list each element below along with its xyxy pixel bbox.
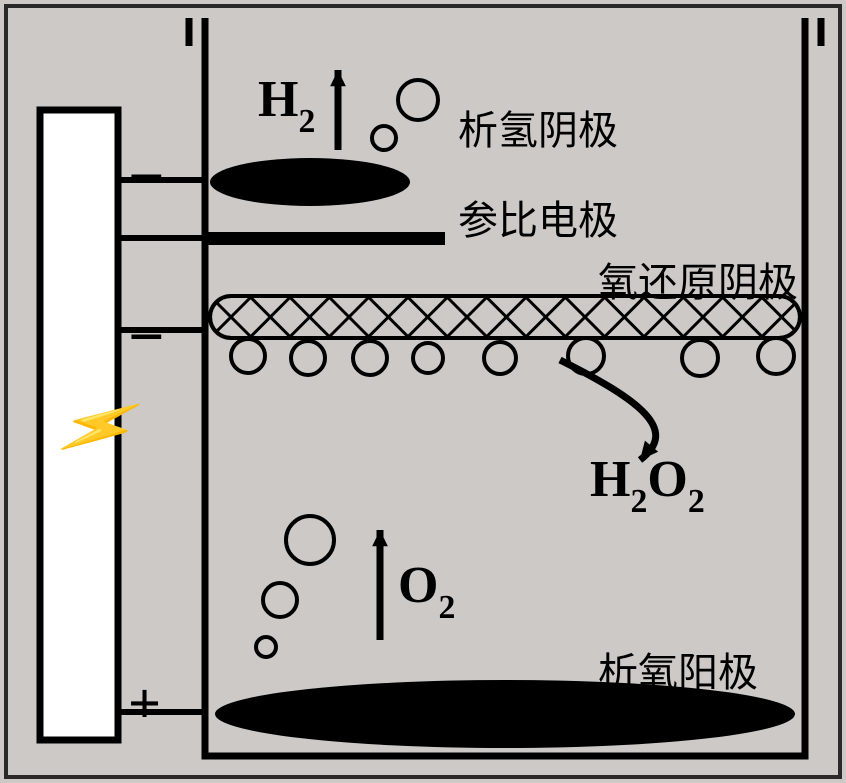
her-electrode: [210, 158, 410, 206]
bubble-o2-1: [263, 583, 297, 617]
bubble-o2-2: [256, 637, 276, 657]
bubble-mesh-0: [231, 339, 265, 373]
oer-electrode: [215, 680, 795, 748]
bubble-h2-0: [398, 80, 438, 120]
bubble-o2-0: [286, 516, 334, 564]
power-supply: [40, 110, 118, 740]
beaker: [189, 18, 821, 756]
diagram-canvas: [0, 0, 846, 783]
bubble-mesh-4: [484, 342, 516, 374]
bubble-mesh-7: [758, 338, 794, 374]
bubble-mesh-1: [291, 341, 325, 375]
arrow-h2o2: [560, 360, 656, 460]
bubble-h2-1: [372, 126, 396, 150]
orr-mesh: [131, 296, 846, 338]
reference-electrode: [205, 232, 445, 245]
bubble-mesh-3: [413, 343, 443, 373]
outer-border: [6, 6, 840, 777]
bubble-mesh-2: [353, 341, 387, 375]
bubble-mesh-6: [682, 340, 718, 376]
